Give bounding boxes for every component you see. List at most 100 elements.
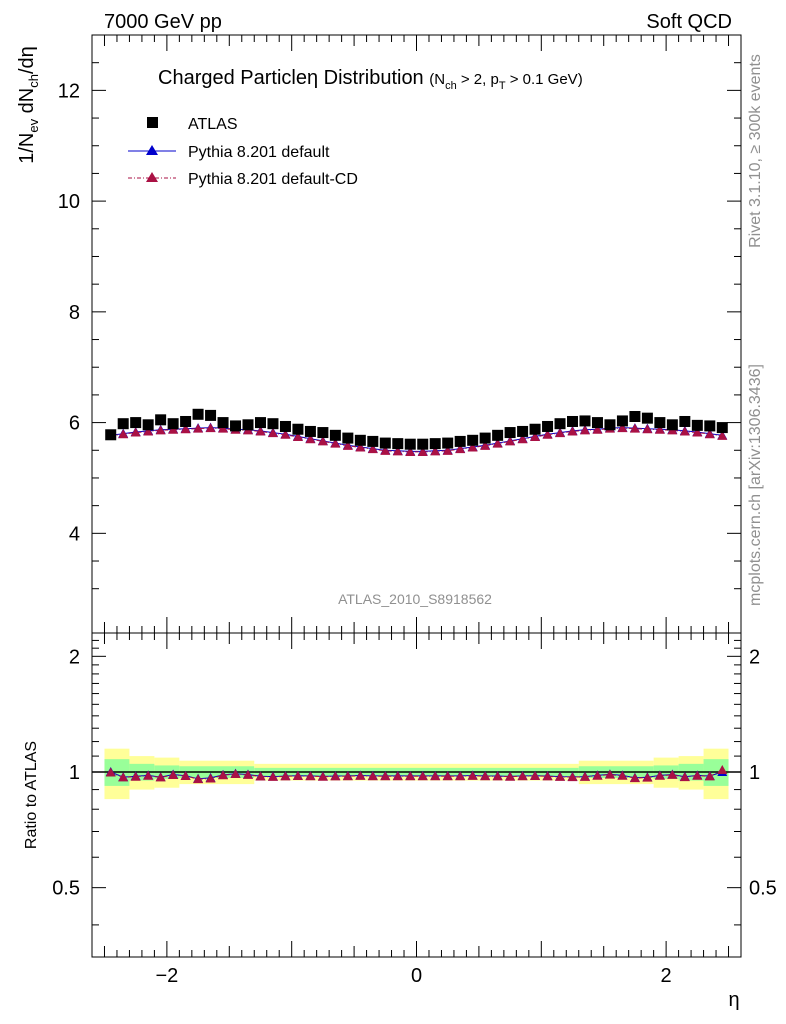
main-point-default-cd	[180, 424, 191, 434]
atlas-data-point	[479, 432, 491, 444]
main-point-default-cd	[505, 436, 516, 446]
main-point-default-cd	[155, 425, 166, 435]
main-point-default-cd	[592, 424, 603, 434]
main-point-default-cd	[617, 423, 628, 433]
atlas-data-point	[180, 415, 192, 427]
main-point-default-cd	[704, 429, 715, 439]
ratio-ylabel: Ratio to ATLAS	[23, 741, 40, 849]
atlas-data-point	[417, 438, 429, 450]
atlas-data-point	[392, 438, 404, 450]
main-point-default-cd	[417, 446, 428, 456]
ratio-y-tick-label-right: 1	[749, 762, 760, 784]
main-point-default-cd	[305, 434, 316, 444]
ratio-point-default-cd	[317, 771, 328, 781]
title-cond-open: (N	[429, 71, 445, 88]
ratio-point-default-cd	[480, 771, 491, 781]
atlas-data-point	[616, 415, 628, 427]
ratio-point-default-cd	[505, 771, 516, 781]
ratio-point-default-cd	[230, 769, 241, 779]
x-axis-label: η	[728, 989, 739, 1011]
atlas-data-point	[254, 417, 266, 429]
atlas-data-point	[679, 415, 691, 427]
ratio-point-default-cd	[667, 769, 678, 779]
header-right: Soft QCD	[646, 11, 732, 33]
main-point-default-cd	[654, 424, 665, 434]
ratio-y-tick-label: 2	[69, 646, 80, 668]
main-y-tick-label: 4	[69, 523, 80, 545]
ratio-point-default-cd	[155, 772, 166, 782]
header-left: 7000 GeV pp	[104, 11, 222, 33]
atlas-data-point	[130, 417, 142, 429]
ratio-point-default-cd	[492, 771, 503, 781]
ratio-y-tick-label: 0.5	[52, 878, 80, 900]
ratio-point-default-cd	[629, 773, 640, 783]
ratio-point-default-cd	[717, 765, 728, 775]
legend: ATLAS Pythia 8.201 default Pythia 8.201 …	[128, 116, 358, 188]
main-point-default-cd	[567, 426, 578, 436]
main-point-default-cd	[679, 426, 690, 436]
main-point-default-cd	[430, 446, 441, 456]
legend-label-atlas: ATLAS	[188, 116, 238, 133]
atlas-data-point	[367, 435, 379, 447]
ratio-point-default-cd	[654, 770, 665, 780]
main-point-default-cd	[717, 430, 728, 440]
main-point-default-cd	[542, 429, 553, 439]
ratio-point-default-cd	[592, 770, 603, 780]
atlas-data-point	[429, 438, 441, 450]
ratio-point-default-cd	[243, 769, 254, 779]
atlas-data-point	[492, 429, 504, 441]
ratio-point-default-cd	[567, 772, 578, 782]
main-point-default-cd	[292, 431, 303, 441]
atlas-data-point	[629, 411, 641, 423]
atlas-data-point	[217, 417, 229, 429]
ratio-point-default-cd	[679, 772, 690, 782]
main-y-tick-label: 12	[58, 80, 80, 102]
x-tick-label: 0	[411, 965, 422, 987]
main-point-default-cd	[492, 438, 503, 448]
ratio-line-default-cd	[110, 769, 723, 780]
ratio-y-tick-label: 1	[69, 762, 80, 784]
ratio-point-default-cd	[255, 771, 266, 781]
atlas-data-point	[329, 429, 341, 441]
legend-label-cd: Pythia 8.201 default-CD	[188, 171, 358, 188]
ratio-point-default-cd	[542, 771, 553, 781]
atlas-data-point	[379, 437, 391, 449]
main-point-default-cd	[118, 429, 129, 439]
atlas-data-point	[442, 437, 454, 449]
main-point-default-cd	[330, 438, 341, 448]
main-point-default-cd	[692, 427, 703, 437]
ratio-point-default-cd	[380, 771, 391, 781]
ratio-point-default-cd	[405, 771, 416, 781]
ratio-series	[105, 765, 728, 784]
atlas-data-point	[641, 412, 653, 424]
main-point-default-cd	[193, 423, 204, 433]
ratio-point-default-cd	[692, 770, 703, 780]
ratio-point-default-cd	[417, 771, 428, 781]
atlas-data-point	[691, 419, 703, 431]
ratio-point-default-cd	[180, 771, 191, 781]
ratio-point-default-cd	[455, 771, 466, 781]
atlas-data-point	[142, 419, 154, 431]
atlas-data-point	[654, 417, 666, 429]
chart-title: Charged Particleη Distribution (Nch > 2,…	[158, 67, 583, 92]
rivet-label: Rivet 3.1.10, ≥ 300k events	[747, 54, 764, 248]
ratio-point-default-cd	[292, 771, 303, 781]
ratio-point-default-cd	[642, 772, 653, 782]
main-point-default-cd	[555, 428, 566, 438]
ratio-point-default-cd	[579, 771, 590, 781]
ratio-point-default-cd	[168, 770, 179, 780]
atlas-data-point	[192, 408, 204, 420]
main-y-tick-label: 8	[69, 302, 80, 324]
main-point-default-cd	[355, 442, 366, 452]
atlas-data-point	[304, 425, 316, 437]
x-tick-label: −2	[155, 965, 178, 987]
main-point-default-cd	[130, 427, 141, 437]
ratio-point-default-cd	[604, 769, 615, 779]
main-point-default-cd	[517, 434, 528, 444]
ylabel-sub2: ch	[26, 74, 41, 88]
main-point-default-cd	[530, 431, 541, 441]
atlas-data-point	[230, 420, 242, 432]
ratio-point-default-cd	[205, 773, 216, 783]
main-series	[105, 408, 728, 456]
atlas-data-point	[604, 419, 616, 431]
